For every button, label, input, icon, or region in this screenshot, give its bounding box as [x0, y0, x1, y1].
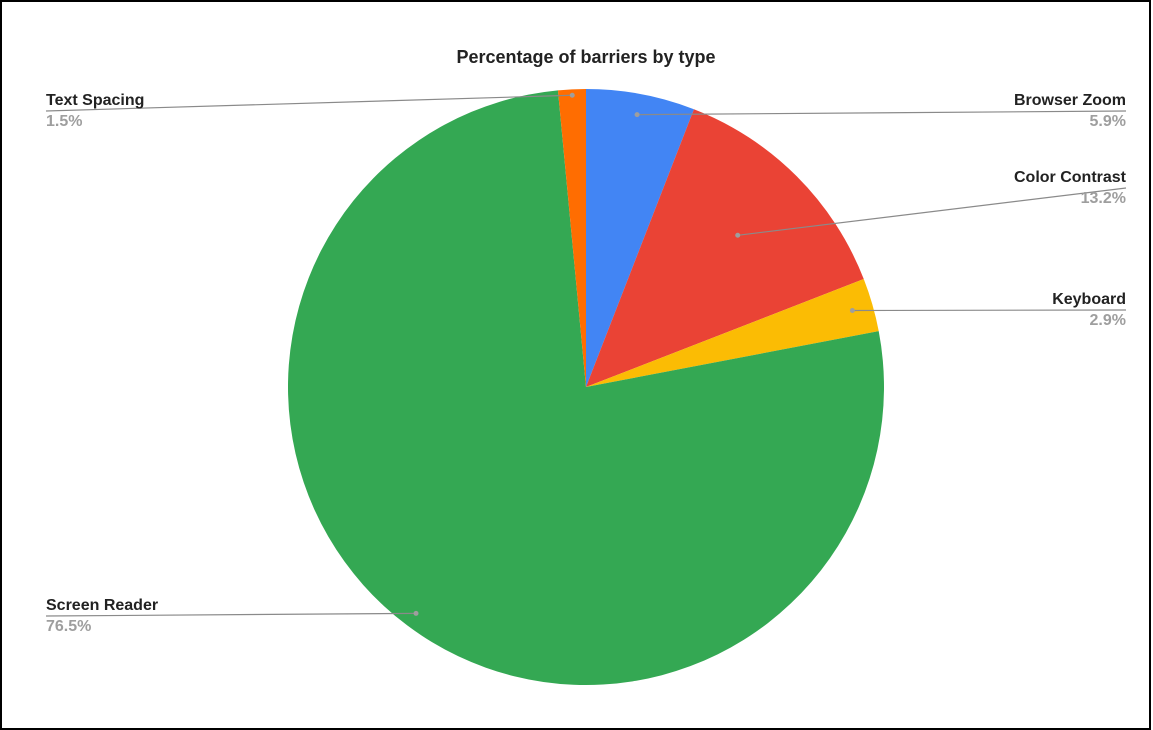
leader-dot-keyboard	[849, 308, 855, 314]
leader-dot-text-spacing	[569, 92, 575, 98]
pie-slices	[288, 89, 885, 686]
leader-dot-screen-reader	[413, 610, 419, 616]
slice-value-screen-reader: 76.5%	[46, 618, 91, 635]
leader-line-color-contrast	[737, 187, 1127, 236]
leader-dot-color-contrast	[735, 232, 741, 238]
slice-labels: Browser Zoom 5.9% Color Contrast 13.2% Keybo…	[46, 92, 1127, 635]
slice-label-screen-reader: Screen Reader	[46, 597, 158, 614]
leader-line-browser-zoom	[637, 110, 1127, 116]
pie-slice-text-spacing	[557, 89, 586, 387]
leader-dot-browser-zoom	[634, 112, 640, 118]
leader-line-screen-reader	[45, 612, 417, 617]
pie-slice-keyboard	[586, 279, 879, 387]
slice-value-color-contrast: 13.2%	[1081, 190, 1126, 207]
slice-label-browser-zoom: Browser Zoom	[1014, 92, 1126, 109]
slice-label-text-spacing: Text Spacing	[46, 92, 144, 109]
leader-lines	[45, 92, 1127, 617]
slice-value-browser-zoom: 5.9%	[1090, 113, 1126, 130]
pie-slice-screen-reader	[288, 90, 885, 686]
slice-value-keyboard: 2.9%	[1090, 312, 1126, 329]
pie-slice-color-contrast	[586, 109, 864, 388]
leader-line-text-spacing	[45, 94, 573, 112]
slice-label-color-contrast: Color Contrast	[1014, 169, 1127, 186]
leader-line-keyboard	[852, 309, 1127, 312]
chart-title: Percentage of barriers by type	[456, 47, 715, 67]
slice-value-text-spacing: 1.5%	[46, 113, 82, 130]
pie-slice-browser-zoom	[586, 89, 694, 387]
slice-label-keyboard: Keyboard	[1052, 291, 1126, 308]
